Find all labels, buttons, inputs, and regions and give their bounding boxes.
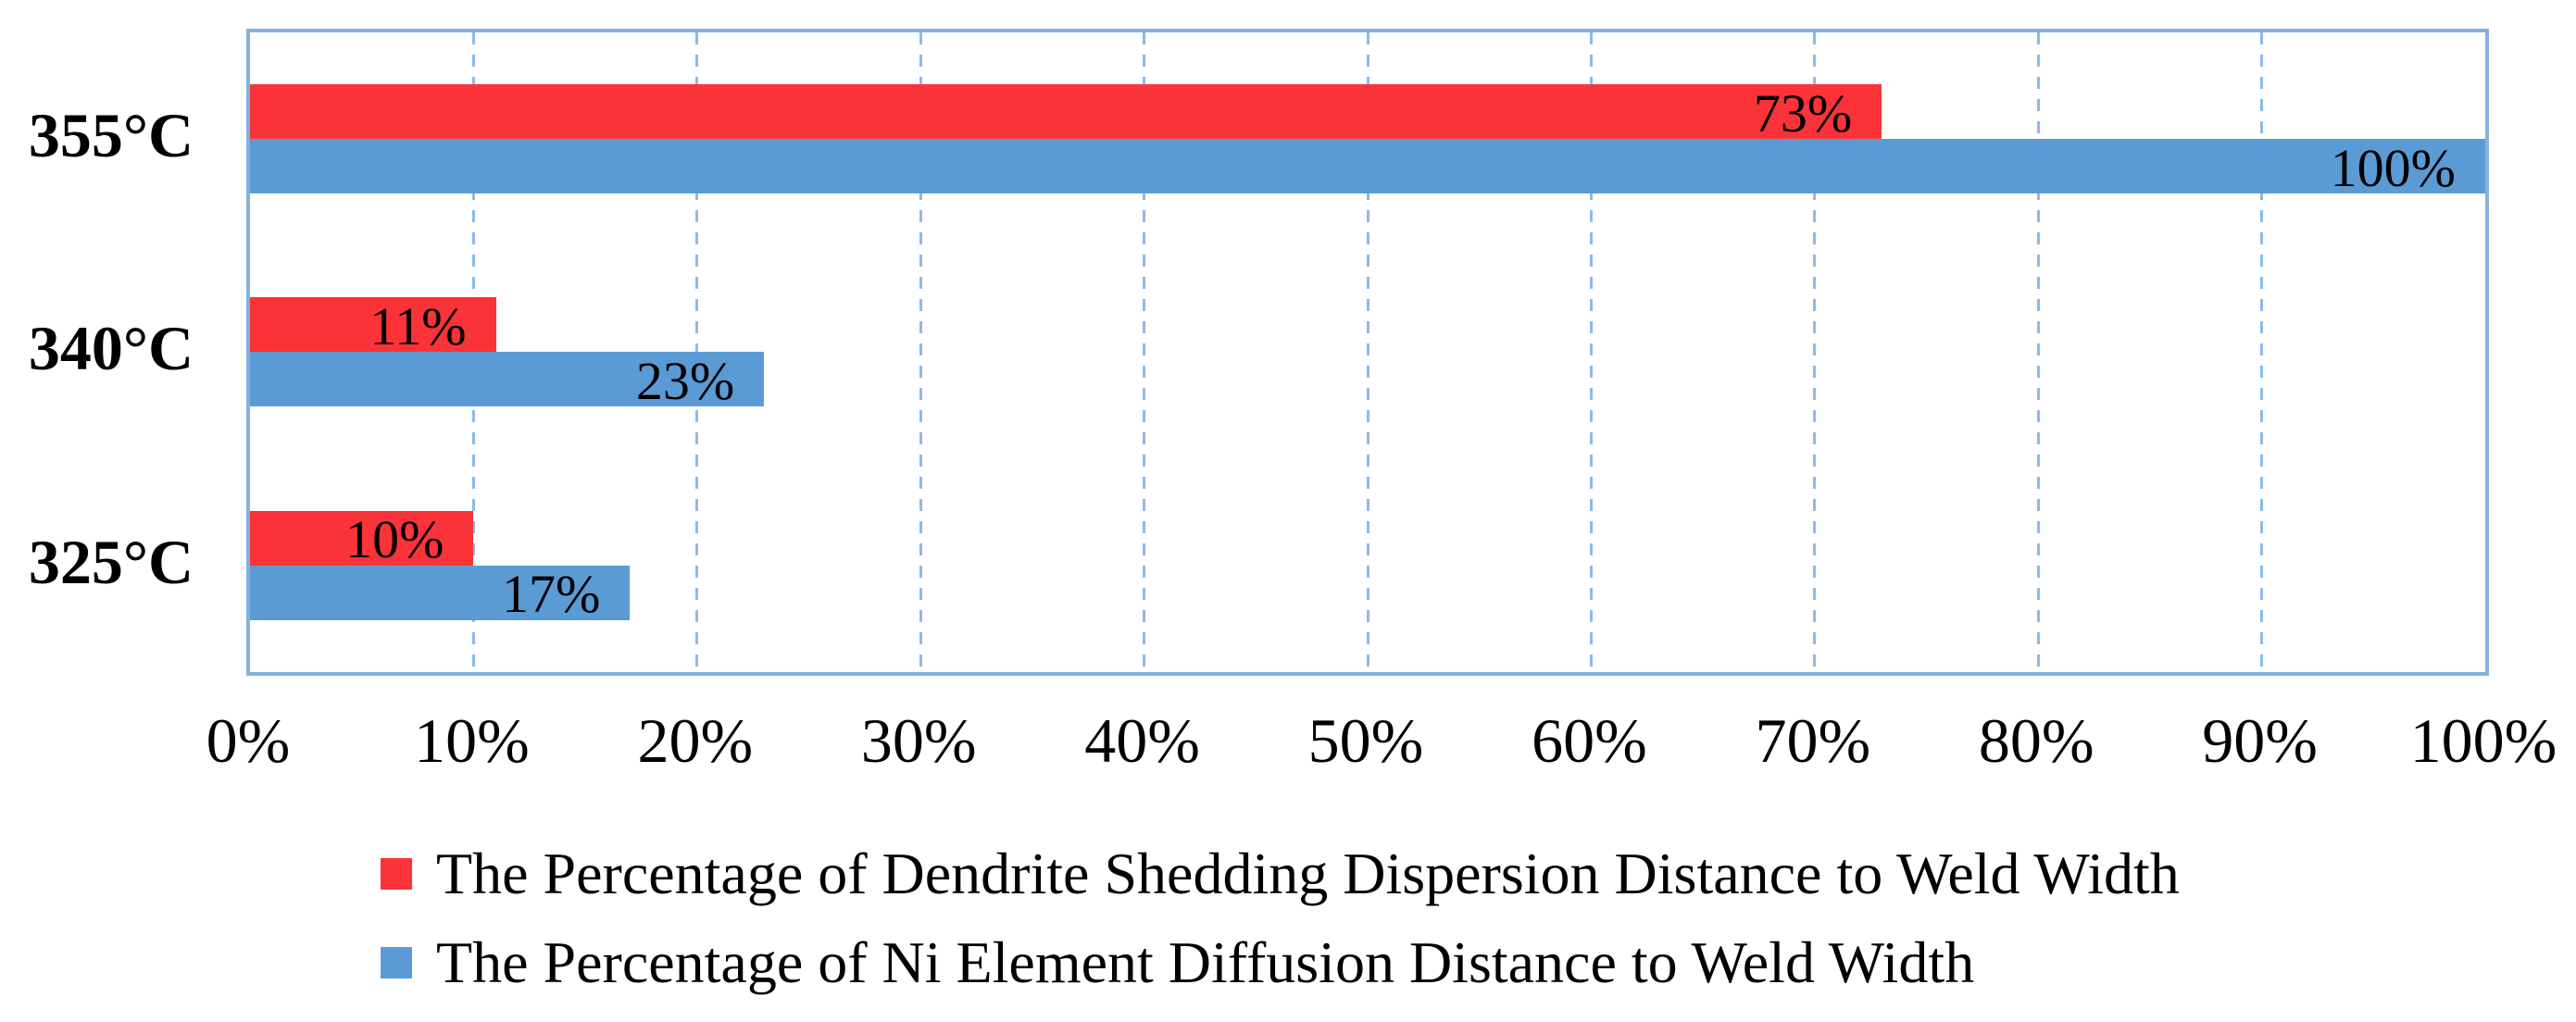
legend: The Percentage of Dendrite Shedding Disp… — [381, 844, 2180, 1022]
data-label-series1-325°C: 10% — [345, 509, 444, 570]
x-tick-30pct: 30% — [860, 705, 977, 776]
gridline-30pct — [919, 32, 922, 672]
gridline-40pct — [1143, 32, 1146, 672]
data-label-series2-355°C: 100% — [2330, 137, 2456, 198]
category-label-325°C: 325°C — [28, 526, 194, 597]
category-label-340°C: 340°C — [28, 313, 194, 384]
legend-swatch-icon — [381, 947, 412, 978]
bar-series2-355°C — [250, 139, 2485, 193]
bar-series1-325°C — [250, 510, 474, 566]
x-tick-40pct: 40% — [1084, 705, 1200, 776]
x-tick-90pct: 90% — [2202, 705, 2318, 776]
bar-series1-355°C — [250, 84, 1882, 139]
bar-series1-340°C — [250, 297, 496, 353]
x-tick-80pct: 80% — [1978, 705, 2095, 776]
gridline-50pct — [1366, 32, 1369, 672]
data-label-series2-325°C: 17% — [502, 564, 601, 625]
data-label-series1-355°C: 73% — [1753, 82, 1853, 143]
x-tick-0pct: 0% — [206, 705, 291, 776]
x-tick-60pct: 60% — [1532, 705, 1647, 776]
x-tick-70pct: 70% — [1755, 705, 1871, 776]
x-tick-100pct: 100% — [2409, 705, 2557, 776]
x-axis-labels: 0% 10% 20% 30% 40% 50% 60% 70% 80% 90% 100% — [206, 702, 2557, 785]
bar-series2-325°C — [250, 565, 631, 620]
gridline-60pct — [1589, 32, 1593, 672]
gridline-70pct — [1813, 32, 1817, 672]
x-tick-10pct: 10% — [414, 705, 530, 776]
legend-label: The Percentage of Ni Element Diffusion D… — [436, 929, 1975, 995]
category-label-355°C: 355°C — [28, 100, 194, 170]
data-label-series1-340°C: 11% — [369, 295, 467, 356]
x-tick-20pct: 20% — [637, 705, 754, 776]
gridline-90pct — [2260, 32, 2264, 672]
gridline-80pct — [2036, 32, 2040, 672]
plot-area: 73% 11% 10% 100% 23% 17% — [246, 29, 2489, 676]
legend-swatch-icon — [381, 858, 412, 890]
bar-series2-340°C — [250, 352, 765, 407]
legend-item-1: The Percentage of Dendrite Shedding Disp… — [381, 844, 2180, 904]
legend-label: The Percentage of Dendrite Shedding Disp… — [436, 841, 2180, 906]
legend-item-2: The Percentage of Ni Element Diffusion D… — [381, 933, 2180, 992]
data-label-series2-340°C: 23% — [635, 350, 735, 411]
x-tick-50pct: 50% — [1307, 705, 1424, 776]
